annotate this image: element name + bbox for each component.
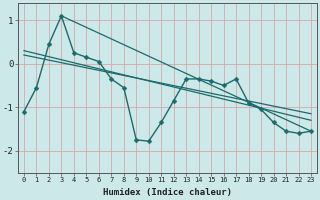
X-axis label: Humidex (Indice chaleur): Humidex (Indice chaleur) xyxy=(103,188,232,197)
